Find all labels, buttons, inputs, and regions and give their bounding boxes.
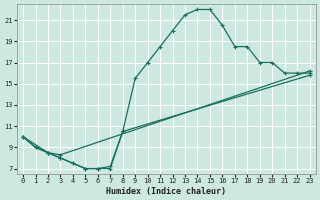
X-axis label: Humidex (Indice chaleur): Humidex (Indice chaleur) [106, 187, 226, 196]
